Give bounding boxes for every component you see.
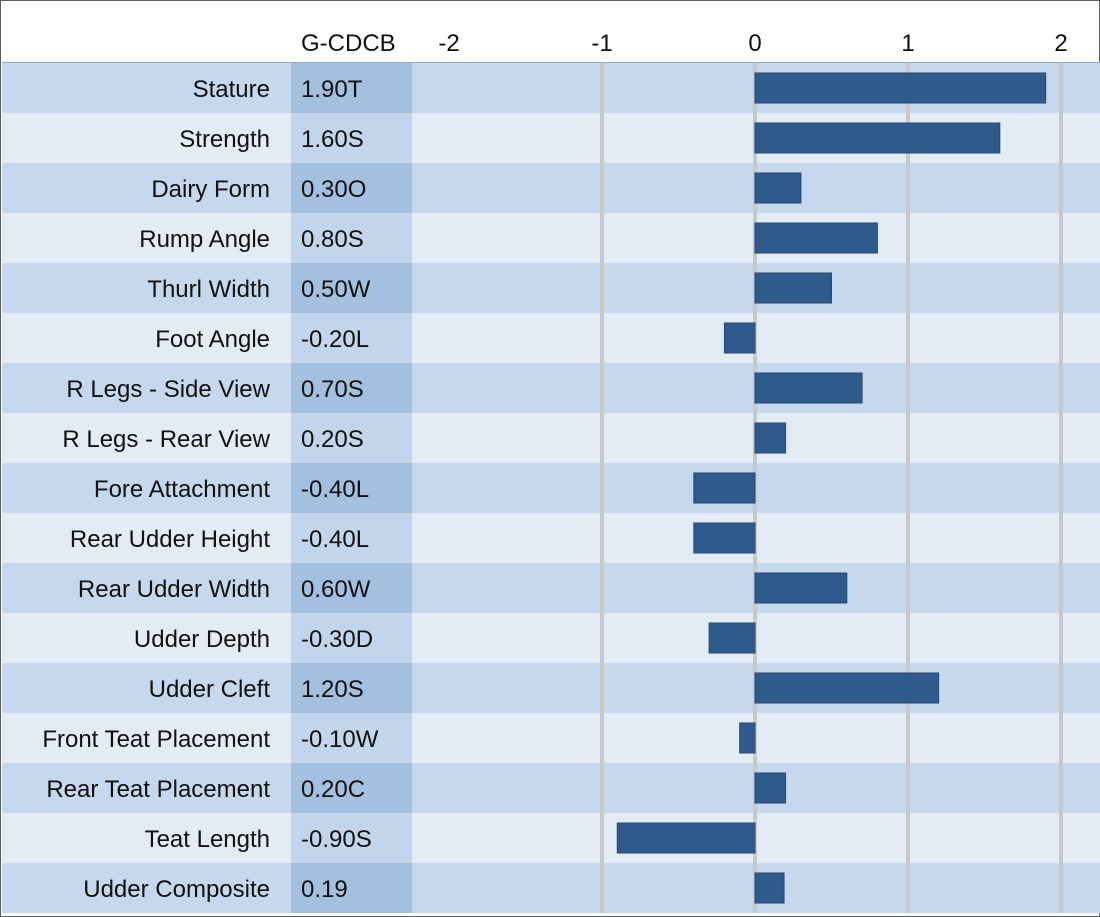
value-cell (291, 63, 412, 113)
category-label: Strength (179, 126, 270, 153)
bar (754, 422, 787, 454)
bar (754, 872, 785, 904)
category-label: Rear Teat Placement (46, 776, 270, 803)
category-label: Thurl Width (147, 276, 270, 303)
value-label: 1.90T (301, 76, 363, 103)
value-cell (291, 363, 412, 413)
value-cell (291, 513, 412, 563)
category-label: Teat Length (145, 826, 270, 853)
value-column-header: G-CDCB (301, 30, 396, 57)
category-label: Dairy Form (151, 176, 270, 203)
category-label: Foot Angle (155, 326, 270, 353)
value-cell (291, 263, 412, 313)
x-tick-label: -1 (591, 30, 612, 57)
bar (754, 672, 940, 704)
x-tick-label: -2 (438, 30, 459, 57)
value-label: -0.30D (301, 626, 373, 653)
bar (693, 472, 756, 504)
value-label: 0.20C (301, 776, 365, 803)
row-band (2, 213, 1100, 263)
value-cell (291, 313, 412, 363)
value-label: -0.90S (301, 826, 372, 853)
row-band (2, 513, 1100, 563)
bars (616, 72, 1047, 904)
value-cell (291, 713, 412, 763)
value-label: -0.10W (301, 726, 379, 753)
row-band (2, 813, 1100, 863)
value-cell (291, 813, 412, 863)
category-label: Rump Angle (139, 226, 270, 253)
row-band (2, 563, 1100, 613)
row-band (2, 363, 1100, 413)
bar (739, 722, 756, 754)
bar (754, 772, 787, 804)
value-label: -0.40L (301, 476, 369, 503)
category-label: Rear Udder Width (78, 576, 270, 603)
value-label: 0.80S (301, 226, 364, 253)
value-label: -0.40L (301, 526, 369, 553)
value-cell (291, 413, 412, 463)
category-label: Front Teat Placement (42, 726, 270, 753)
value-cell (291, 863, 412, 913)
bar (693, 522, 756, 554)
value-label: 0.20S (301, 426, 364, 453)
value-cell (291, 113, 412, 163)
row-band (2, 163, 1100, 213)
value-label: 0.50W (301, 276, 371, 303)
row-band (2, 313, 1100, 363)
value-cell (291, 563, 412, 613)
category-label: Udder Cleft (149, 676, 271, 703)
x-tick-label: 0 (748, 30, 761, 57)
value-cell (291, 613, 412, 663)
row-band (2, 463, 1100, 513)
row-band (2, 263, 1100, 313)
value-label: 1.60S (301, 126, 364, 153)
category-label: Udder Depth (134, 626, 270, 653)
category-label: Fore Attachment (94, 476, 270, 503)
value-cell (291, 763, 412, 813)
bar (754, 272, 832, 304)
category-label: R Legs - Side View (66, 376, 270, 403)
bar (708, 622, 756, 654)
value-label: 1.20S (301, 676, 364, 703)
value-cell (291, 663, 412, 713)
bar (723, 322, 756, 354)
bar (754, 72, 1047, 104)
row-band (2, 413, 1100, 463)
value-label: 0.60W (301, 576, 371, 603)
row-band (2, 713, 1100, 763)
row-band (2, 763, 1100, 813)
bar (754, 372, 863, 404)
category-label: Stature (193, 76, 270, 103)
value-cell (291, 163, 412, 213)
value-cell (291, 463, 412, 513)
bar (754, 122, 1001, 154)
value-label: 0.70S (301, 376, 364, 403)
value-label: 0.19 (301, 876, 348, 903)
category-label: Udder Composite (83, 876, 270, 903)
labels: G-CDCB -2 -1 0 1 2 Stature 1.90T Strength 1.60S D… (42, 30, 1067, 903)
value-cell (291, 213, 412, 263)
row-band (2, 613, 1100, 663)
bar (754, 222, 878, 254)
bar (754, 172, 802, 204)
category-label: R Legs - Rear View (62, 426, 270, 453)
row-band (2, 863, 1100, 913)
category-label: Rear Udder Height (70, 526, 270, 553)
value-label: -0.20L (301, 326, 369, 353)
bar (754, 572, 848, 604)
x-tick-label: 2 (1054, 30, 1067, 57)
value-label: 0.30O (301, 176, 366, 203)
x-tick-label: 1 (901, 30, 914, 57)
bar (616, 822, 756, 854)
